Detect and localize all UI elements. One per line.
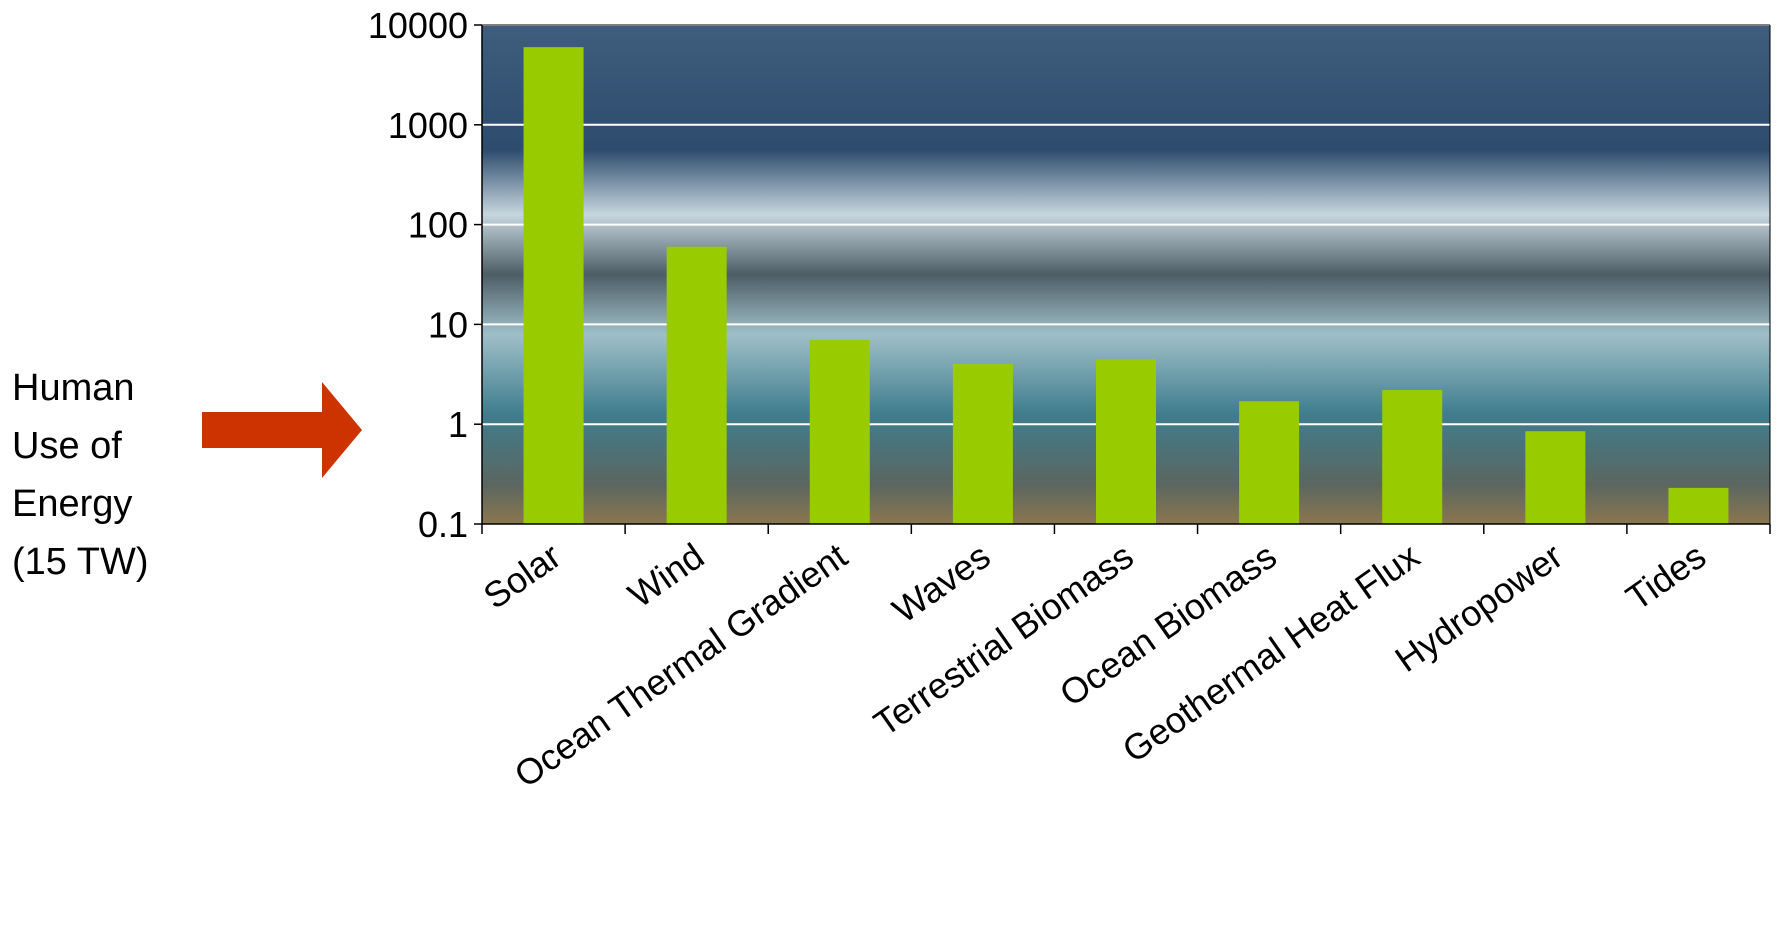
bar (523, 47, 584, 525)
y-tick-label: 100 (408, 205, 468, 246)
bar (952, 364, 1013, 524)
x-tick-label: Wind (621, 535, 712, 616)
y-tick-label: 10000 (368, 5, 468, 46)
bar (1382, 390, 1443, 524)
annotation: (15 TW) (12, 541, 149, 583)
bar (1239, 401, 1300, 524)
bar (1668, 487, 1729, 524)
x-tick-label: Terrestrial Biomass (866, 535, 1140, 744)
y-tick-label: 1000 (388, 105, 468, 146)
y-tick-label: 1 (448, 404, 468, 445)
bar (809, 339, 870, 524)
annotation: Energy (12, 483, 132, 525)
y-tick-label: 10 (428, 304, 468, 345)
y-tick-label: 0.1 (418, 504, 468, 545)
x-tick-label: Waves (885, 535, 998, 631)
annotation-arrow (202, 382, 362, 478)
bar (1096, 359, 1156, 524)
annotation: Human (12, 367, 135, 409)
bar (1525, 431, 1586, 524)
x-tick-label: Tides (1618, 535, 1713, 618)
bar (666, 246, 727, 524)
x-tick-label: Solar (476, 535, 568, 617)
annotation: Use of (12, 425, 122, 467)
